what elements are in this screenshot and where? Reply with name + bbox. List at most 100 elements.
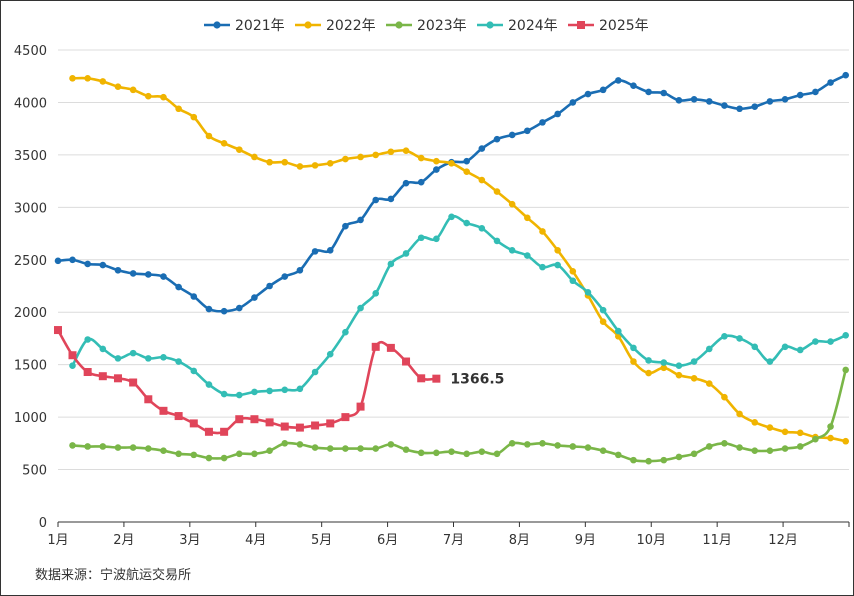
data-point bbox=[371, 342, 380, 351]
data-point bbox=[554, 247, 561, 254]
legend-marker bbox=[395, 21, 403, 29]
data-point bbox=[372, 196, 380, 204]
data-point bbox=[433, 166, 440, 173]
data-point bbox=[402, 357, 411, 366]
data-point bbox=[251, 388, 258, 396]
data-point bbox=[675, 97, 683, 104]
data-point bbox=[235, 304, 243, 312]
data-point bbox=[280, 422, 289, 431]
data-point bbox=[478, 176, 486, 184]
data-point bbox=[433, 235, 440, 243]
data-point bbox=[705, 98, 713, 105]
data-point bbox=[220, 140, 228, 147]
data-point bbox=[84, 336, 91, 343]
x-tick-label: 3月 bbox=[179, 533, 200, 548]
data-point bbox=[372, 290, 380, 297]
data-point bbox=[690, 95, 698, 103]
data-point bbox=[144, 395, 153, 404]
data-point bbox=[402, 250, 410, 257]
data-point bbox=[751, 343, 759, 351]
data-point bbox=[311, 248, 319, 255]
legend: 2021年 2022年 2023年 2024年 2025年 bbox=[204, 18, 649, 34]
y-axis-ticks: 0 500 1000 1500 2000 2500 3000 3500 4000 4500 bbox=[14, 44, 47, 531]
data-point bbox=[463, 450, 470, 458]
data-point bbox=[463, 157, 470, 165]
data-point bbox=[721, 393, 728, 401]
series-3 bbox=[69, 213, 850, 399]
x-tick-label: 12月 bbox=[768, 533, 798, 548]
data-point bbox=[69, 362, 76, 370]
data-point bbox=[508, 247, 516, 254]
data-point bbox=[736, 410, 743, 418]
data-point bbox=[584, 444, 592, 451]
data-point bbox=[433, 449, 440, 457]
data-point bbox=[99, 261, 107, 269]
data-point bbox=[326, 419, 335, 428]
data-point bbox=[98, 372, 107, 381]
data-point bbox=[842, 366, 850, 374]
data-point bbox=[159, 406, 168, 415]
legend-marker bbox=[213, 21, 221, 29]
data-point bbox=[160, 273, 167, 280]
data-point bbox=[220, 454, 228, 462]
data-point bbox=[160, 354, 167, 361]
data-point bbox=[341, 413, 350, 422]
x-tick-label: 8月 bbox=[509, 533, 530, 548]
data-point bbox=[645, 357, 652, 364]
data-point bbox=[524, 252, 531, 259]
data-point bbox=[630, 358, 637, 365]
data-point bbox=[417, 154, 425, 162]
legend-label: 2022年 bbox=[326, 18, 376, 34]
legend-item-3: 2024年 bbox=[477, 18, 558, 34]
data-point bbox=[296, 266, 304, 274]
legend-item-2: 2023年 bbox=[386, 18, 467, 34]
data-point bbox=[736, 335, 743, 342]
series-line bbox=[72, 369, 847, 463]
data-point bbox=[736, 105, 743, 113]
data-point bbox=[417, 178, 425, 186]
data-point bbox=[372, 445, 380, 452]
data-point bbox=[478, 448, 486, 456]
data-point bbox=[357, 153, 364, 161]
data-point bbox=[266, 447, 273, 454]
data-point bbox=[114, 266, 122, 274]
data-point bbox=[645, 457, 652, 465]
data-point bbox=[84, 443, 91, 450]
data-point bbox=[145, 355, 152, 362]
data-point bbox=[175, 358, 182, 365]
data-point bbox=[842, 437, 850, 445]
data-point bbox=[478, 225, 486, 232]
data-point bbox=[296, 385, 304, 393]
data-point bbox=[675, 371, 683, 379]
data-point bbox=[402, 179, 410, 187]
data-point bbox=[539, 263, 546, 271]
data-point bbox=[281, 273, 289, 280]
data-point bbox=[478, 145, 486, 152]
data-point bbox=[433, 157, 440, 165]
data-point bbox=[493, 135, 501, 143]
series-line bbox=[72, 76, 846, 443]
data-point bbox=[463, 168, 470, 175]
data-point bbox=[114, 83, 122, 91]
data-point bbox=[266, 158, 273, 166]
legend-item-0: 2021年 bbox=[204, 18, 285, 34]
series-line bbox=[71, 214, 847, 397]
data-point bbox=[311, 421, 320, 430]
data-point bbox=[175, 283, 182, 291]
data-point bbox=[175, 105, 182, 113]
data-point bbox=[660, 456, 668, 464]
data-point bbox=[721, 333, 728, 340]
data-point bbox=[387, 195, 395, 203]
y-tick-label: 4000 bbox=[14, 96, 47, 111]
data-point bbox=[342, 155, 349, 163]
data-point bbox=[584, 90, 592, 98]
data-point bbox=[251, 450, 258, 458]
data-point bbox=[357, 304, 364, 312]
data-point bbox=[630, 344, 637, 352]
data-point bbox=[614, 77, 622, 84]
y-tick-label: 4500 bbox=[14, 44, 47, 59]
data-point bbox=[645, 88, 652, 96]
data-point bbox=[599, 306, 607, 314]
data-point bbox=[402, 147, 410, 154]
